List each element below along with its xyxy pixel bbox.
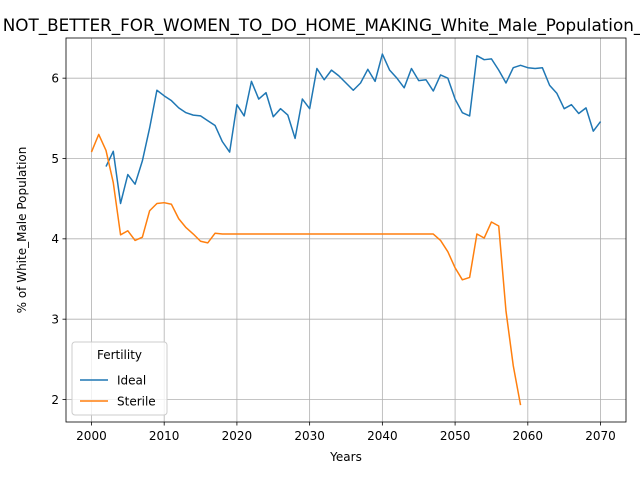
axis-ticks: 2000 2010 2020 2030 2040 2050 2060 2070 2 3 4 5 6: [51, 71, 615, 443]
x-tick-label: 2050: [440, 429, 471, 443]
x-tick-label: 2010: [149, 429, 180, 443]
y-tick-label: 6: [51, 71, 59, 85]
x-tick-label: 2030: [294, 429, 325, 443]
y-axis-label: % of White_Male Population: [15, 147, 29, 314]
legend-label-sterile: Sterile: [117, 394, 156, 408]
legend-title: Fertility: [97, 348, 142, 362]
x-tick-label: 2040: [367, 429, 398, 443]
x-tick-label: 2060: [513, 429, 544, 443]
x-axis-label: Years: [329, 450, 362, 464]
y-tick-label: 4: [51, 232, 59, 246]
plot-frame: [65, 37, 627, 423]
x-tick-label: 2000: [76, 429, 107, 443]
legend-box: [71, 341, 168, 416]
legend-label-ideal: Ideal: [117, 373, 146, 387]
y-tick-label: 2: [51, 393, 59, 407]
chart-title: NOT_BETTER_FOR_WOMEN_TO_DO_HOME_MAKING_W…: [3, 15, 640, 36]
y-tick-label: 5: [51, 152, 59, 166]
x-tick-label: 2070: [585, 429, 616, 443]
x-tick-label: 2020: [222, 429, 253, 443]
plot-series: [90, 53, 602, 406]
grid-lines: [66, 38, 626, 422]
series-line-sterile: [90, 133, 522, 406]
series-line-ideal: [105, 53, 602, 205]
y-tick-label: 3: [51, 312, 59, 326]
legend: Fertility Ideal Sterile: [71, 341, 168, 416]
